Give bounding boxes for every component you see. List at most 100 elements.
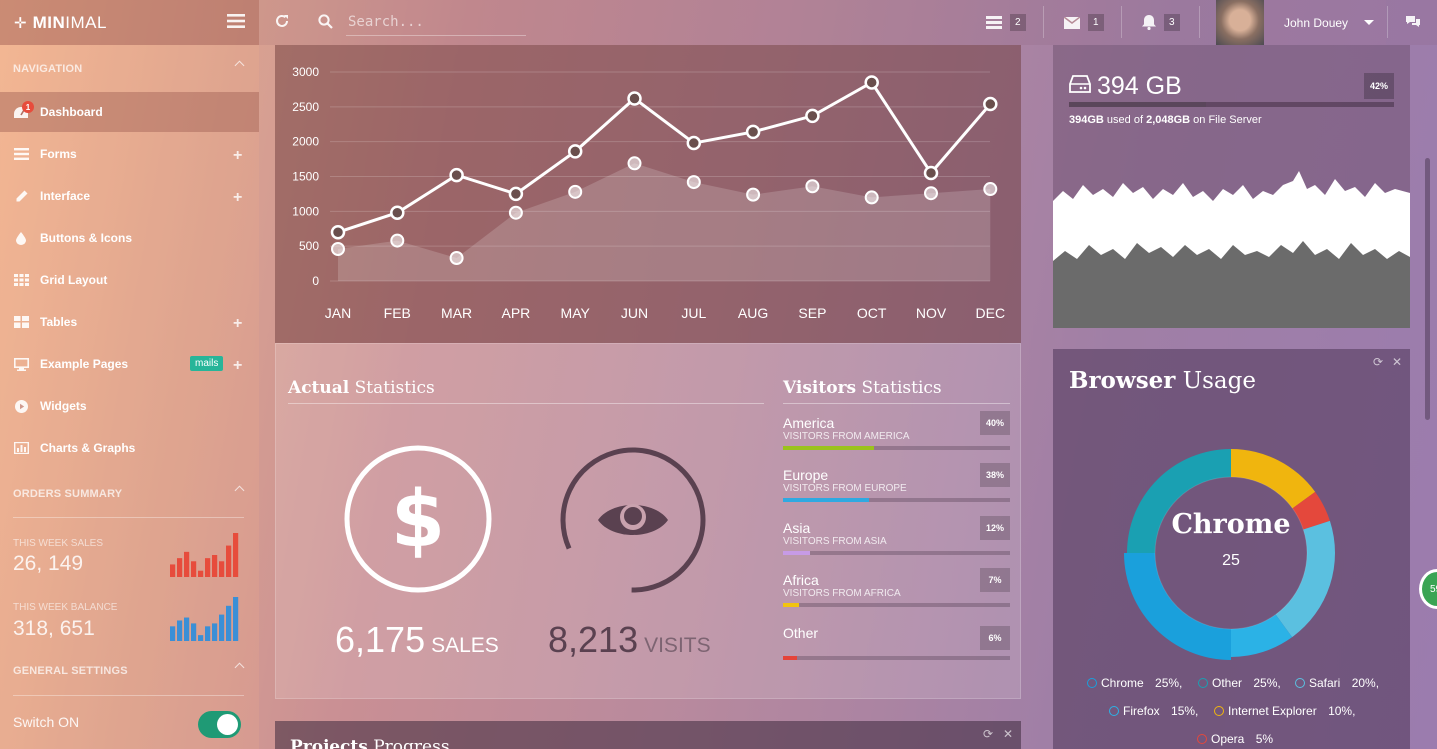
scrollbar-thumb[interactable] <box>1425 158 1430 420</box>
series-2-point[interactable] <box>864 190 879 205</box>
series-2-point[interactable] <box>805 179 820 194</box>
general-settings-header[interactable]: GENERAL SETTINGS <box>13 662 245 677</box>
series-1-point[interactable] <box>923 165 939 181</box>
y-tick-label: 3000 <box>292 65 319 79</box>
series-1-point[interactable] <box>627 91 642 106</box>
sparkline-bar <box>170 626 176 641</box>
x-tick-label: JAN <box>325 305 351 321</box>
visitor-percent-badge: 7% <box>980 568 1010 592</box>
floating-badge[interactable]: 59 <box>1419 569 1437 609</box>
topbar-divider <box>1121 6 1122 38</box>
series-2-point[interactable] <box>686 175 701 190</box>
series-2-point[interactable] <box>924 186 938 201</box>
close-icon[interactable]: ✕ <box>1392 355 1403 369</box>
visitor-region-name: Asia <box>783 520 811 536</box>
svg-text:$: $ <box>391 475 445 565</box>
donut-slice[interactable] <box>1275 520 1335 638</box>
series-1-point[interactable] <box>805 108 820 124</box>
sidebar-item-label: Tables <box>40 315 78 329</box>
series-1-point[interactable] <box>330 224 346 240</box>
refresh-icon[interactable]: ⟳ <box>983 727 994 741</box>
visits-value: 8,213 <box>548 619 639 660</box>
series-1-point[interactable] <box>864 75 879 90</box>
series-1-point[interactable] <box>449 167 464 183</box>
sidebar-item-forms[interactable]: Forms + <box>0 134 259 174</box>
y-tick-label: 2500 <box>292 100 319 114</box>
legend-dot <box>1295 678 1305 688</box>
expand-plus-icon[interactable]: + <box>233 189 243 206</box>
sidebar-item-interface[interactable]: Interface + <box>0 176 259 216</box>
sparkline-bar <box>205 626 211 641</box>
visitor-region-name: Europe <box>783 467 829 483</box>
series-2-point[interactable] <box>627 156 642 171</box>
mails-badge: mails <box>190 356 224 371</box>
messages-button[interactable]: 1 <box>1064 0 1104 45</box>
donut-slice[interactable] <box>1231 614 1293 657</box>
series-1-point[interactable] <box>983 96 998 112</box>
donut-slice[interactable] <box>1292 491 1330 530</box>
brand-logo[interactable]: ✛ MIN IMAL <box>0 0 259 45</box>
series-2-point[interactable] <box>746 187 761 202</box>
week-balance-label: THIS WEEK BALANCE <box>13 602 118 613</box>
visits-stat: 8,213 VISITS <box>548 619 711 661</box>
toggle-switch[interactable] <box>198 711 241 738</box>
user-menu[interactable]: John Douey <box>1216 0 1386 45</box>
sidebar-item-charts-graphs[interactable]: Charts & Graphs <box>0 428 259 468</box>
play-icon <box>13 399 29 413</box>
donut-slice[interactable] <box>1127 449 1231 553</box>
series-2-point[interactable] <box>390 233 405 248</box>
donut-slice[interactable] <box>1124 553 1231 660</box>
chevron-up-icon <box>234 485 245 496</box>
sidebar-item-tables[interactable]: Tables + <box>0 302 259 342</box>
sidebar-item-buttons-icons[interactable]: Buttons & Icons <box>0 218 259 258</box>
series-1-point[interactable] <box>508 186 524 202</box>
search-input[interactable] <box>346 8 526 36</box>
messages-count-badge: 1 <box>1088 14 1104 31</box>
week-sales-value: 26, 149 <box>13 552 84 575</box>
hamburger-menu-icon[interactable] <box>227 13 245 29</box>
refresh-icon[interactable]: ⟳ <box>1373 355 1384 369</box>
series-2-point[interactable] <box>983 182 998 197</box>
sidebar-item-example-pages[interactable]: Example Pages mails + <box>0 344 259 384</box>
monitor-icon <box>13 357 29 371</box>
chevron-up-icon <box>234 662 245 673</box>
series-1-point[interactable] <box>745 124 761 140</box>
series-1-point[interactable] <box>567 144 583 159</box>
notifications-count-badge: 3 <box>1164 14 1180 31</box>
orders-summary-header[interactable]: ORDERS SUMMARY <box>13 485 245 500</box>
donut-slice[interactable] <box>1231 449 1316 509</box>
tasks-button[interactable]: 2 <box>986 0 1026 45</box>
section-divider <box>783 403 1010 404</box>
sparkline-bar <box>219 561 225 577</box>
visitor-row-europe: Europe VISITORS FROM EUROPE 38% <box>783 463 1010 502</box>
sidebar-item-widgets[interactable]: Widgets <box>0 386 259 426</box>
series-2-point[interactable] <box>568 184 583 199</box>
series-1-point[interactable] <box>390 205 405 220</box>
series-2-point[interactable] <box>449 251 464 266</box>
series-2-point[interactable] <box>508 205 523 220</box>
expand-plus-icon[interactable]: + <box>233 315 243 332</box>
sidebar-item-grid-layout[interactable]: Grid Layout <box>0 260 259 300</box>
visitor-region-sub: VISITORS FROM ASIA <box>783 536 887 547</box>
sidebar-item-label: Buttons & Icons <box>40 231 132 245</box>
sparkline-bar <box>219 614 225 641</box>
x-tick-label: SEP <box>798 305 826 321</box>
series-1-point[interactable] <box>686 135 702 151</box>
visitor-row-other: Other 6% <box>783 625 1010 660</box>
y-tick-label: 0 <box>312 274 319 288</box>
avatar[interactable] <box>1216 0 1264 45</box>
visitor-row-asia: Asia VISITORS FROM ASIA 12% <box>783 516 1010 555</box>
notifications-button[interactable]: 3 <box>1142 0 1180 45</box>
search-icon[interactable] <box>318 14 333 29</box>
close-icon[interactable]: ✕ <box>1003 727 1014 741</box>
series-2-point[interactable] <box>331 241 345 256</box>
expand-plus-icon[interactable]: + <box>233 357 243 374</box>
chevron-up-icon <box>234 60 245 71</box>
chat-icon[interactable] <box>1405 15 1421 29</box>
visitor-percent-badge: 12% <box>979 516 1010 540</box>
expand-plus-icon[interactable]: + <box>233 147 243 164</box>
sidebar-item-dashboard[interactable]: 1 Dashboard <box>0 92 259 132</box>
week-sales-label: THIS WEEK SALES <box>13 538 104 549</box>
refresh-icon[interactable] <box>274 13 290 29</box>
navigation-header[interactable]: NAVIGATION <box>13 60 245 75</box>
